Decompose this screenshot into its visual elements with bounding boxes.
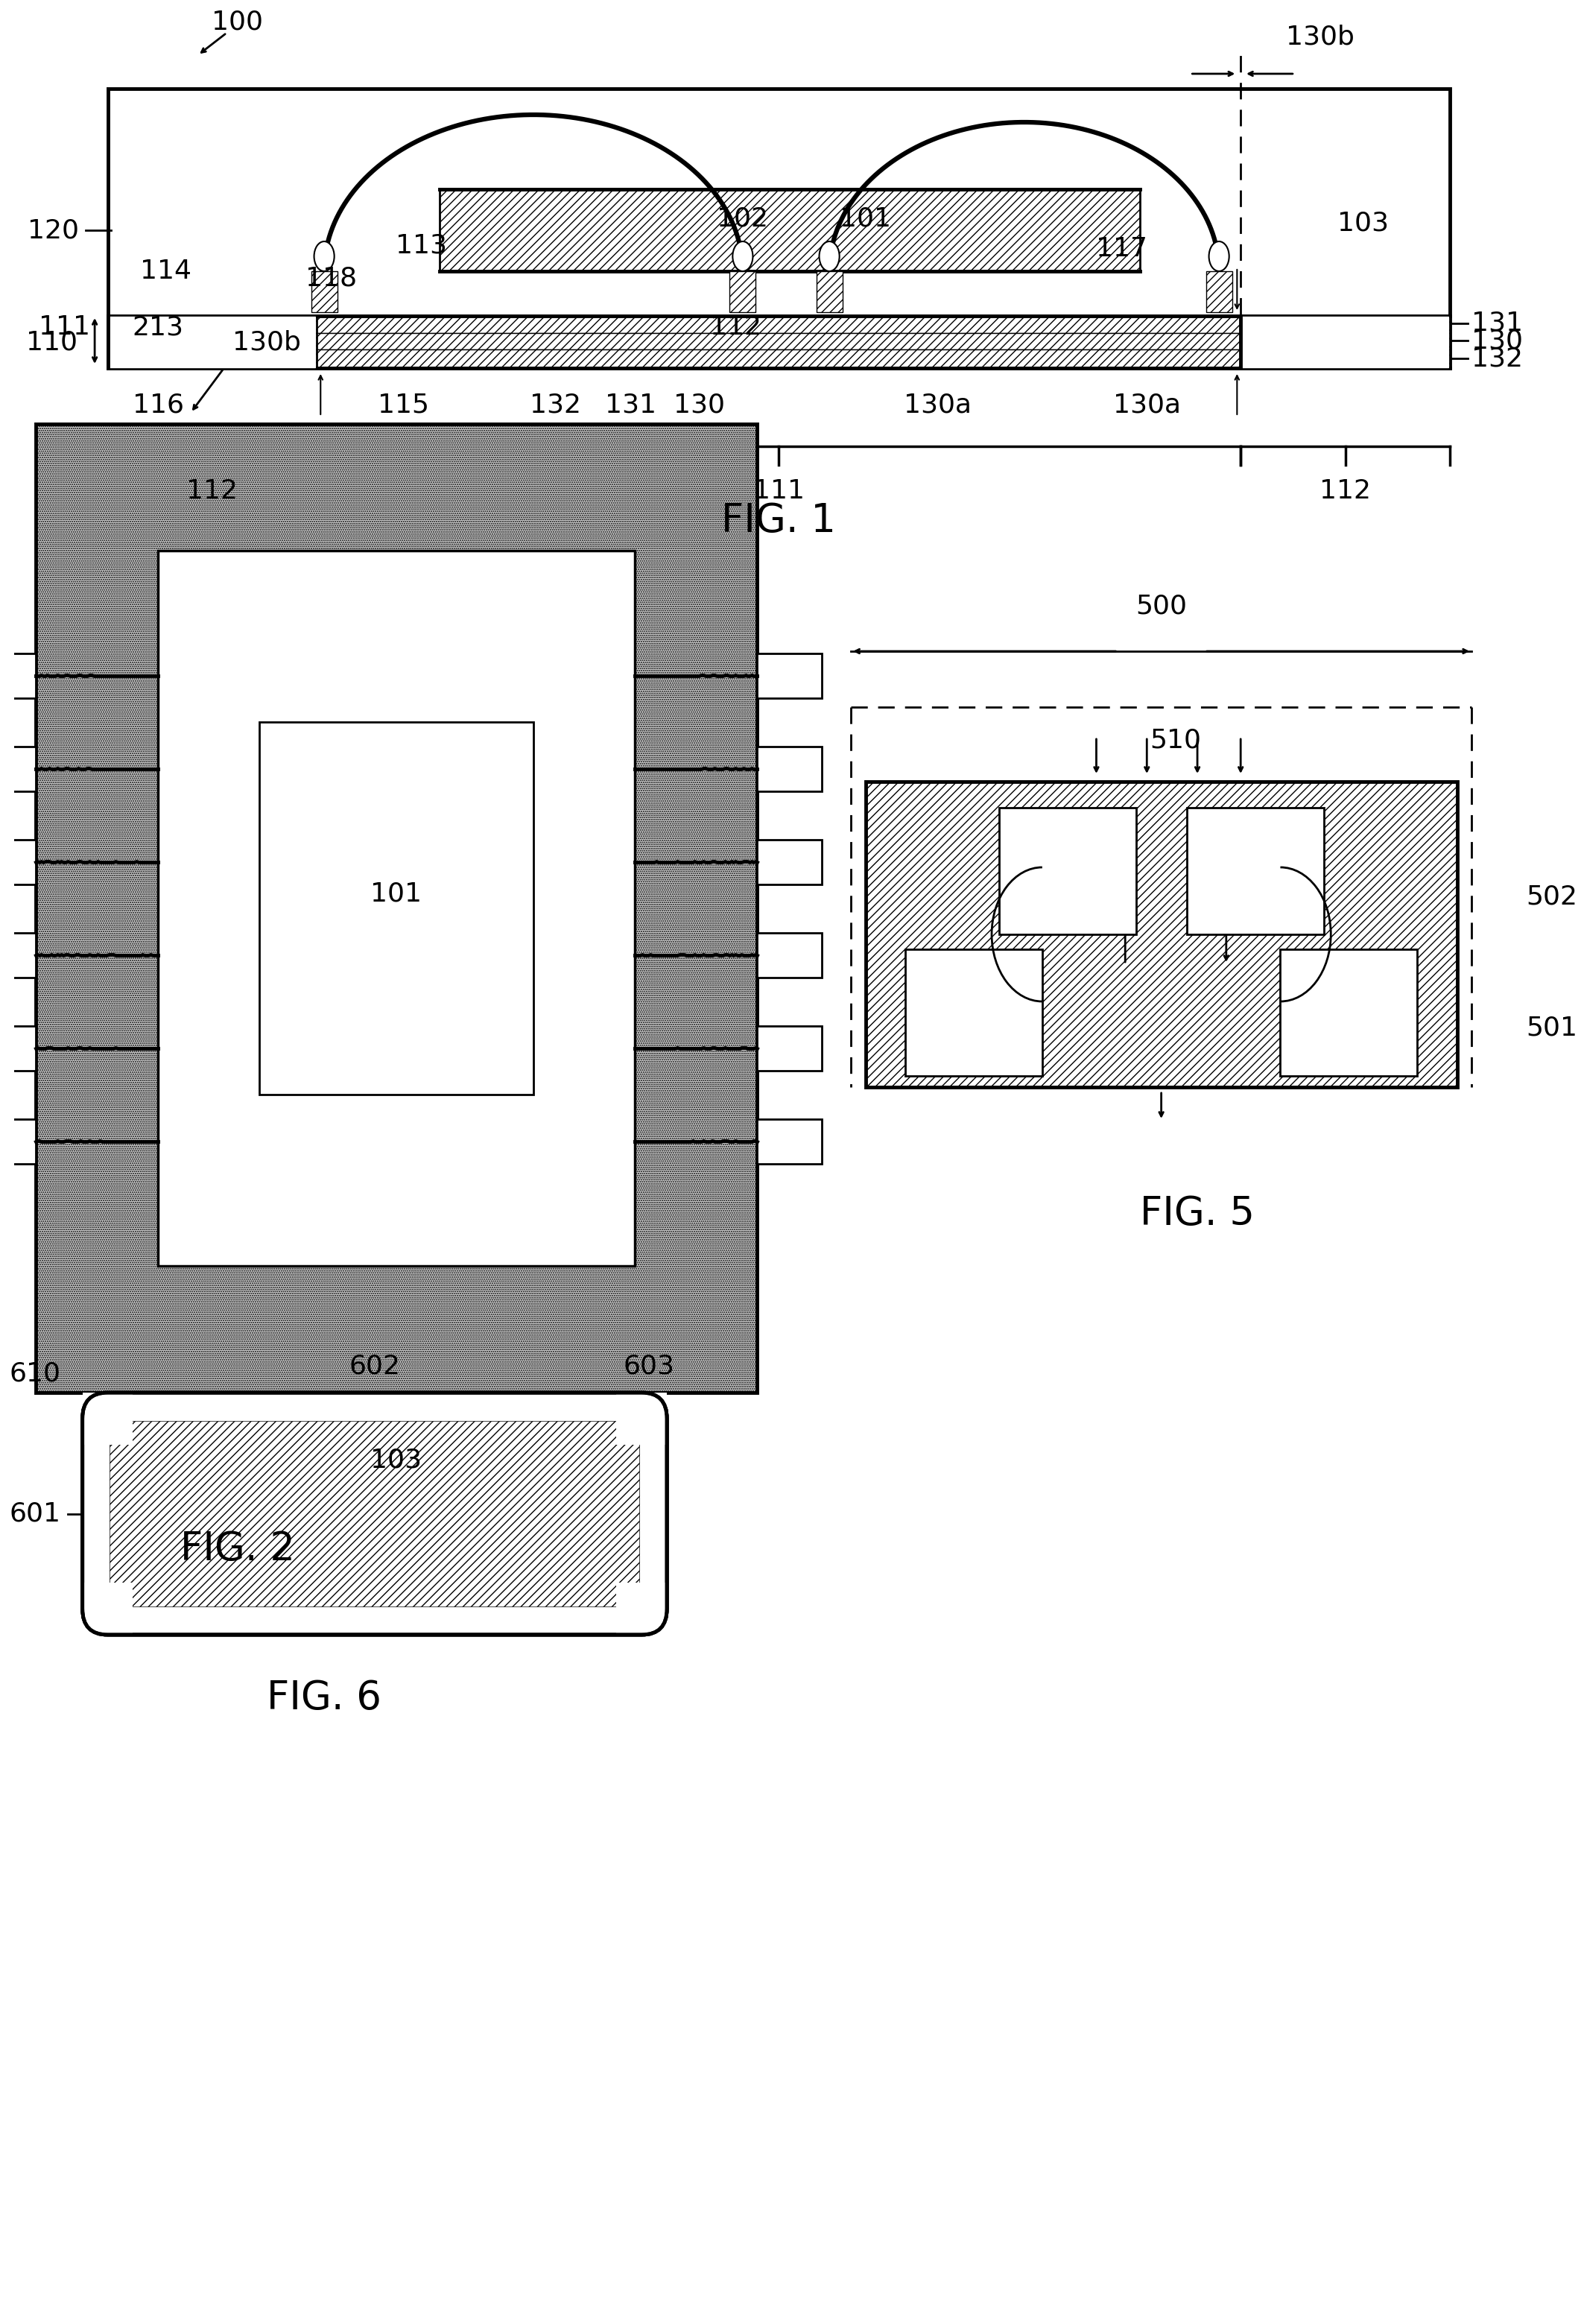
Text: 111: 111	[38, 314, 90, 339]
Bar	[108, 316, 1450, 332]
FancyBboxPatch shape	[82, 1392, 667, 1634]
Text: 112: 112	[1320, 479, 1371, 504]
Text: 601: 601	[9, 1501, 60, 1527]
Bar	[730, 272, 756, 311]
Text: 113: 113	[395, 232, 447, 258]
Bar	[757, 1025, 822, 1071]
Text: 213: 213	[133, 314, 183, 339]
Text: 501: 501	[1526, 1016, 1578, 1041]
Ellipse shape	[1209, 242, 1228, 272]
Text: FIG. 2: FIG. 2	[180, 1529, 296, 1569]
Text: 130: 130	[674, 393, 726, 418]
Text: 115: 115	[378, 393, 430, 418]
Text: 112: 112	[187, 479, 239, 504]
Text: FIG. 6: FIG. 6	[267, 1678, 381, 1717]
Text: FIG. 5: FIG. 5	[1140, 1195, 1255, 1234]
Text: 101: 101	[840, 207, 892, 232]
Bar	[311, 272, 337, 311]
Text: 132: 132	[530, 393, 580, 418]
Text: 500: 500	[1135, 595, 1187, 618]
Bar	[0, 653, 35, 697]
Bar	[108, 349, 1450, 367]
Text: 100: 100	[212, 9, 264, 35]
Text: 101: 101	[370, 881, 422, 906]
Text: 130b: 130b	[232, 330, 300, 356]
Text: 120: 120	[27, 218, 79, 244]
Text: 131: 131	[606, 393, 656, 418]
Text: 502: 502	[1526, 885, 1578, 909]
Bar	[35, 423, 757, 1392]
Text: FIG. 1: FIG. 1	[721, 502, 836, 539]
Bar	[108, 88, 1450, 367]
Bar	[865, 781, 1458, 1088]
Text: 110: 110	[25, 330, 77, 356]
Text: 130a: 130a	[904, 393, 971, 418]
Bar	[0, 1118, 35, 1164]
Bar	[109, 316, 316, 367]
Text: 103: 103	[1338, 209, 1390, 235]
Bar	[109, 1420, 640, 1606]
Bar	[816, 272, 843, 311]
Bar	[440, 188, 1140, 272]
Text: 130b: 130b	[1285, 23, 1355, 49]
Text: 118: 118	[305, 265, 357, 290]
Text: 111: 111	[753, 479, 805, 504]
Text: 112: 112	[710, 314, 760, 339]
Text: 131: 131	[1472, 311, 1523, 337]
Bar	[0, 932, 35, 976]
Bar	[1206, 272, 1232, 311]
Text: 117: 117	[1096, 237, 1148, 263]
Ellipse shape	[819, 242, 840, 272]
Bar	[757, 746, 822, 790]
Bar	[1281, 948, 1418, 1076]
Ellipse shape	[732, 242, 753, 272]
Bar	[0, 1025, 35, 1071]
Bar	[158, 551, 634, 1267]
Text: 602: 602	[349, 1355, 400, 1378]
Bar	[757, 932, 822, 976]
Bar	[108, 332, 1450, 349]
Bar	[757, 1118, 822, 1164]
Text: 132: 132	[1472, 346, 1523, 372]
Text: 130a: 130a	[1113, 393, 1181, 418]
Text: 102: 102	[718, 207, 768, 232]
Bar	[617, 1583, 667, 1634]
Text: 114: 114	[139, 258, 191, 284]
Text: 603: 603	[623, 1355, 675, 1378]
Bar	[1243, 316, 1448, 367]
Bar	[999, 809, 1137, 934]
Bar	[1186, 809, 1323, 934]
Text: 130: 130	[1472, 328, 1523, 353]
Bar	[0, 839, 35, 883]
Bar	[757, 653, 822, 697]
Ellipse shape	[315, 242, 334, 272]
Bar	[904, 948, 1042, 1076]
Bar	[82, 1392, 133, 1446]
Text: 510: 510	[1149, 727, 1202, 753]
Text: 103: 103	[370, 1448, 422, 1473]
Text: 610: 610	[9, 1362, 60, 1387]
Text: 116: 116	[133, 393, 183, 418]
Bar	[259, 723, 533, 1095]
Bar	[82, 1583, 133, 1634]
Bar	[87, 1397, 662, 1629]
Bar	[0, 746, 35, 790]
Bar	[757, 839, 822, 883]
Bar	[617, 1392, 667, 1446]
